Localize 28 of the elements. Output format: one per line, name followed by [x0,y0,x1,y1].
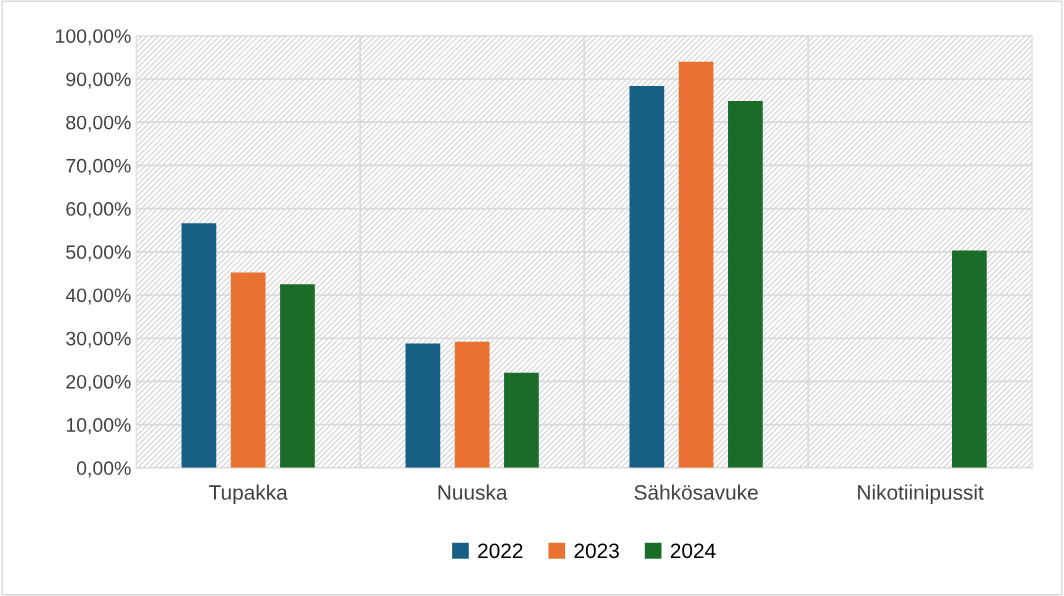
bar [405,343,441,468]
y-tick-label: 80,00% [66,115,131,132]
bar [629,85,665,468]
bar [728,101,763,468]
x-tick-label: Nuuska [438,484,508,500]
y-tick-label: 70,00% [66,158,131,175]
y-tick-label: 90,00% [66,72,131,89]
bar [504,372,539,468]
bar [230,272,266,468]
y-tick-label: 0,00% [76,461,131,478]
x-tick-label: Tupakka [209,484,288,504]
x-tick-label: Sähkösavuke [634,484,758,500]
legend-label: 2023 [574,543,619,559]
bar [678,61,714,468]
legend-label: 2024 [670,543,716,559]
y-tick-label: 50,00% [66,245,131,262]
x-tick-label: Nikotiinipussit [858,484,984,504]
y-tick-label: 20,00% [66,374,131,391]
y-tick-label: 30,00% [66,331,131,348]
bar [454,341,490,468]
y-tick-label: 10,00% [66,418,131,435]
y-tick-label: 60,00% [66,202,131,219]
bar [181,223,217,468]
legend-label: 2022 [478,543,523,559]
y-tick-label: 40,00% [65,288,131,305]
y-tick-label: 100,00% [56,29,131,46]
bar [952,250,987,468]
bar [280,284,315,468]
